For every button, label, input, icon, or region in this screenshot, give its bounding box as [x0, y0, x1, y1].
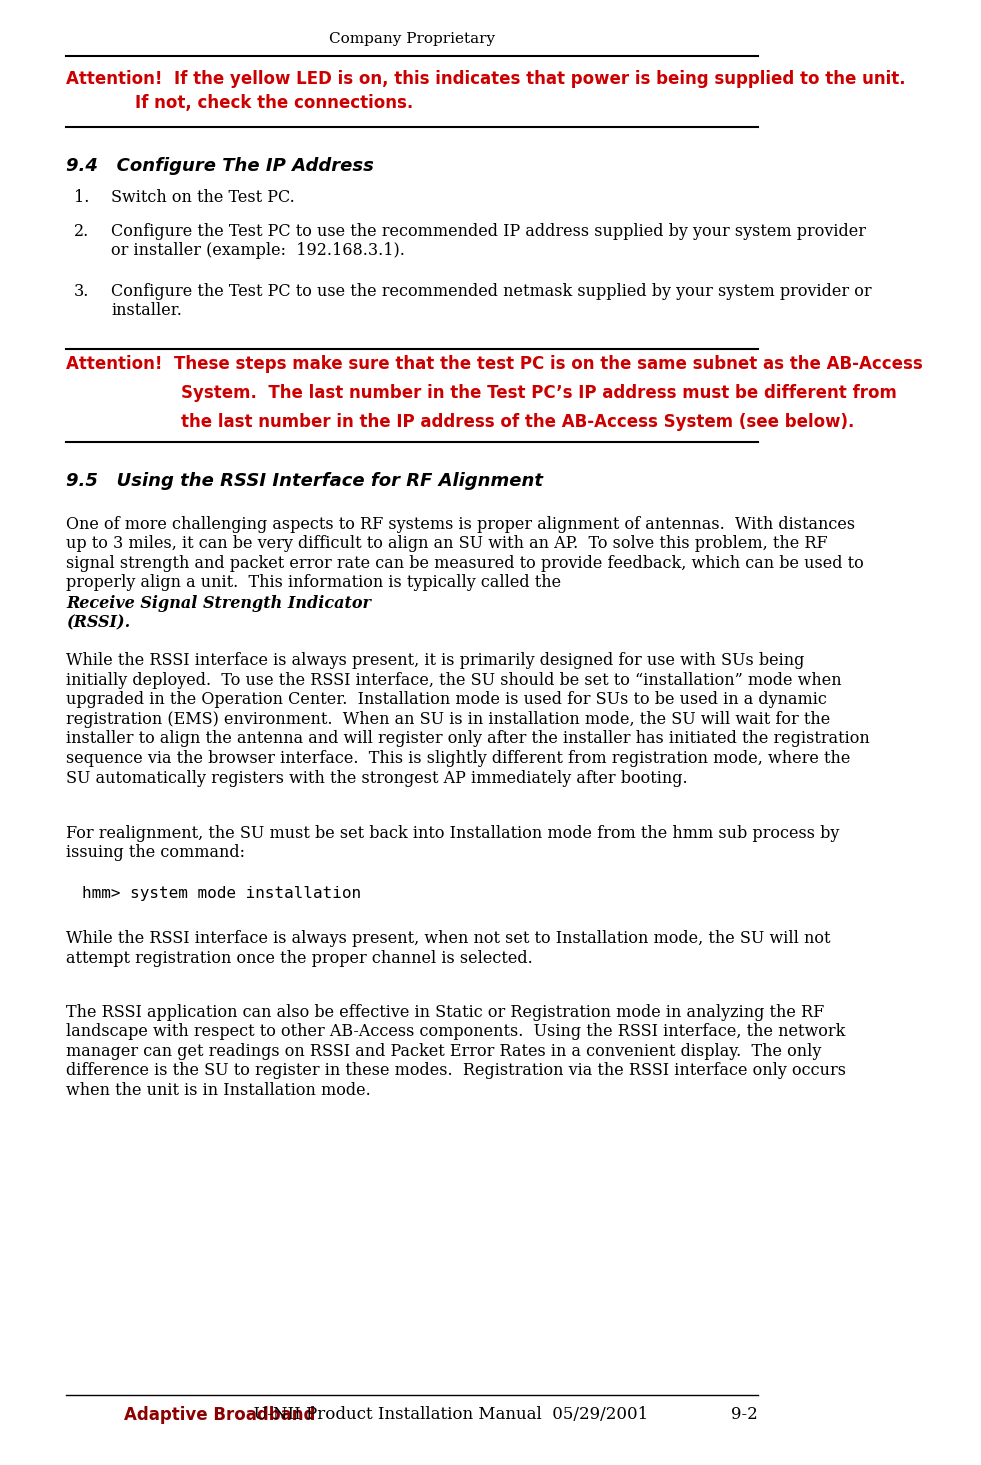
- Text: 3.: 3.: [75, 283, 89, 300]
- Text: Company Proprietary: Company Proprietary: [329, 32, 494, 47]
- Text: Attention!  These steps make sure that the test PC is on the same subnet as the : Attention! These steps make sure that th…: [66, 355, 923, 372]
- Text: Configure the Test PC to use the recommended IP address supplied by your system : Configure the Test PC to use the recomme…: [111, 223, 866, 259]
- Text: 9.5   Using the RSSI Interface for RF Alignment: 9.5 Using the RSSI Interface for RF Alig…: [66, 472, 542, 489]
- Text: 1.: 1.: [75, 189, 89, 207]
- Text: 9-2: 9-2: [731, 1406, 757, 1424]
- Text: Switch on the Test PC.: Switch on the Test PC.: [111, 189, 295, 207]
- Text: U-NII Product Installation Manual  05/29/2001: U-NII Product Installation Manual 05/29/…: [243, 1406, 648, 1424]
- Text: Adaptive Broadband: Adaptive Broadband: [124, 1406, 315, 1424]
- Text: hmm> system mode installation: hmm> system mode installation: [82, 886, 361, 901]
- Text: the last number in the IP address of the AB-Access System (see below).: the last number in the IP address of the…: [66, 413, 854, 431]
- Text: Attention!  If the yellow LED is on, this indicates that power is being supplied: Attention! If the yellow LED is on, this…: [66, 70, 905, 88]
- Text: The RSSI application can also be effective in Static or Registration mode in ana: The RSSI application can also be effecti…: [66, 1004, 846, 1099]
- Text: While the RSSI interface is always present, when not set to Installation mode, t: While the RSSI interface is always prese…: [66, 930, 830, 967]
- Text: Receive Signal Strength Indicator
(RSSI).: Receive Signal Strength Indicator (RSSI)…: [66, 595, 371, 631]
- Text: System.  The last number in the Test PC’s IP address must be different from: System. The last number in the Test PC’s…: [66, 384, 897, 401]
- Text: While the RSSI interface is always present, it is primarily designed for use wit: While the RSSI interface is always prese…: [66, 652, 869, 787]
- Text: 2.: 2.: [75, 223, 89, 240]
- Text: 9.4   Configure The IP Address: 9.4 Configure The IP Address: [66, 157, 374, 174]
- Text: One of more challenging aspects to RF systems is proper alignment of antennas.  : One of more challenging aspects to RF sy…: [66, 516, 863, 592]
- Text: Configure the Test PC to use the recommended netmask supplied by your system pro: Configure the Test PC to use the recomme…: [111, 283, 872, 319]
- Text: If not, check the connections.: If not, check the connections.: [66, 94, 413, 111]
- Text: For realignment, the SU must be set back into Installation mode from the hmm sub: For realignment, the SU must be set back…: [66, 825, 840, 861]
